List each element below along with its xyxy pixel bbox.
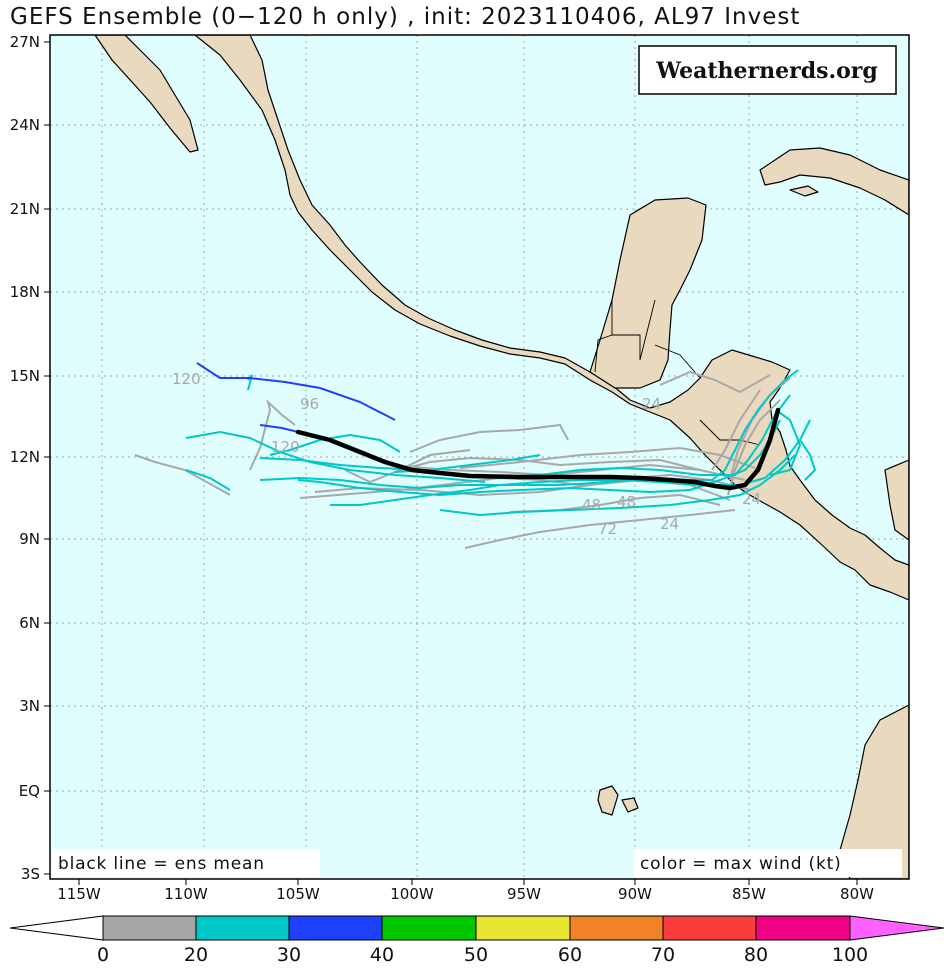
watermark: Weathernerds.org [638,45,897,95]
colorbar-label: 70 [651,944,675,966]
yucatan-land [589,197,707,389]
lon-label: 100W [390,885,434,903]
track-label-120-a: 120 [172,370,201,388]
track-hour-labels: 120 96 120 24 48 48 72 24 24 [172,370,761,538]
colorbar-labels: 0 20 30 40 50 60 70 80 100 [97,944,868,966]
track-label-48-a: 48 [582,496,601,514]
colorbar-bin-70-80 [662,915,757,941]
lat-label: 21N [10,200,40,218]
lat-label: 3N [19,697,40,715]
ensemble-tracks-grey [134,370,791,549]
lat-label: 12N [10,448,40,466]
colorbar-label: 80 [744,944,768,966]
lon-label: 85W [732,885,766,903]
legend-left-text: black line = ens mean [58,854,265,874]
lat-label: 18N [10,283,40,301]
chart-title: GEFS Ensemble (0−120 h only) , init: 202… [10,4,801,30]
colorbar-bin-50-60 [475,915,571,941]
lon-labels: 115W 110W 105W 100W 95W 90W 85W 80W [57,885,874,903]
ensemble-mean-track [295,407,781,491]
colorbar-label: 20 [184,944,208,966]
track-label-24-b: 24 [660,515,679,533]
lat-ticks [44,41,50,875]
colorbar-label: 100 [832,944,868,966]
track-label-24-a: 24 [642,395,661,413]
colorbar-bin-30-40 [288,915,383,941]
legend-right-text: color = max wind (kt) [640,854,842,874]
lat-label: 3S [21,865,40,883]
cuba-land [759,147,909,216]
ensemble-tracks-blue [196,362,396,433]
lat-label: 6N [19,614,40,632]
colorbar-label: 50 [464,944,488,966]
colorbar-label: 0 [97,944,109,966]
colorbar-bin-40-50 [381,915,477,941]
legend-left-box: black line = ens mean [52,849,320,877]
colorbar-label: 60 [558,944,582,966]
track-label-24-c: 24 [742,490,761,508]
colorbar-arrow-left [9,915,104,941]
south-america-ne-land [884,459,909,541]
watermark-text: Weathernerds.org [655,58,878,84]
colorbar-bin-60-70 [569,915,664,941]
jamaica-land [789,185,819,197]
colorbar [9,915,945,941]
track-label-120-b: 120 [271,438,300,456]
galapagos-land-2 [621,797,639,813]
lat-label: 24N [10,116,40,134]
lon-label: 105W [276,885,320,903]
lat-label: 27N [10,33,40,51]
track-label-48-b: 48 [617,493,636,511]
lat-label: EQ [19,782,40,800]
lon-label: 95W [507,885,541,903]
legend-right-box: color = max wind (kt) [634,849,902,877]
colorbar-label: 40 [370,944,394,966]
colorbar-arrow-right [849,915,945,941]
galapagos-land [597,785,619,816]
lon-label: 110W [164,885,208,903]
lat-label: 9N [19,530,40,548]
track-label-72: 72 [598,520,617,538]
lat-labels: 27N 24N 21N 18N 15N 12N 9N 6N 3N EQ 3S [10,33,40,883]
colorbar-bin-20-30 [195,915,290,941]
baja-california-land [94,35,199,153]
lat-label: 15N [10,367,40,385]
lon-label: 80W [840,885,874,903]
lon-label: 115W [57,885,101,903]
colorbar-bin-80-100 [755,915,851,941]
south-america-se-land [839,704,909,879]
lon-label: 90W [618,885,652,903]
colorbar-label: 30 [277,944,301,966]
track-label-96: 96 [300,395,319,413]
lon-ticks [78,879,858,885]
colorbar-bin-0-20 [102,915,197,941]
